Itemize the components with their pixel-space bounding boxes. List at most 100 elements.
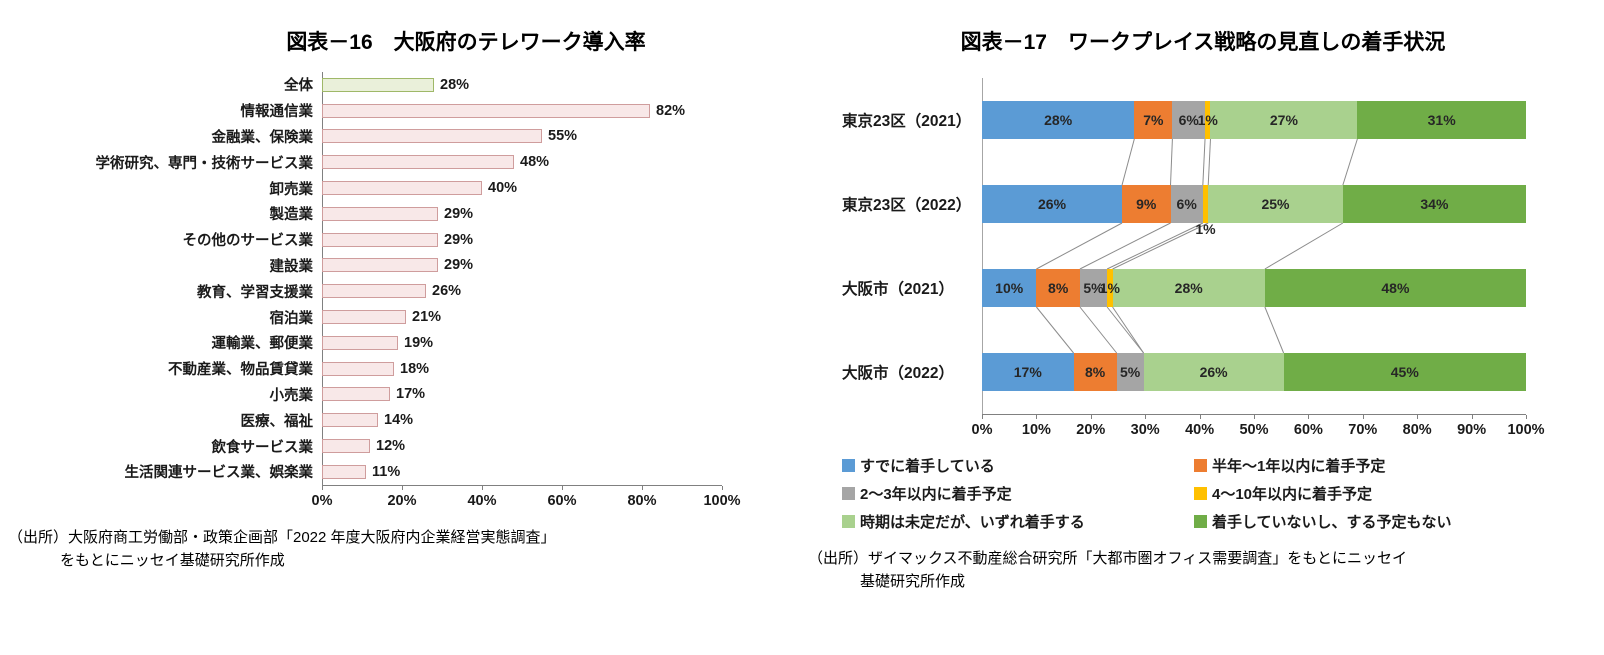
segment-value-label: 34% <box>1420 196 1449 212</box>
value-label: 29% <box>444 205 474 222</box>
tick-label: 20% <box>387 492 417 509</box>
bar-track: 14% <box>322 407 722 433</box>
legend-label: 時期は未定だが、いずれ着手する <box>860 513 1085 531</box>
telework-bar <box>322 129 542 144</box>
telework-bar <box>322 284 426 299</box>
bar-track: 17% <box>322 382 722 408</box>
bar-track: 12% <box>322 433 722 459</box>
tick-label: 70% <box>1348 422 1378 438</box>
y-axis-line <box>982 78 983 414</box>
legend-item: 2～3年以内に着手予定 <box>842 481 1194 505</box>
telework-bar <box>322 206 438 221</box>
value-label: 55% <box>548 128 578 145</box>
bar-track: 40% <box>322 175 722 201</box>
figure17-panel: 図表－17 ワークプレイス戦略の見直しの着手状況 東京23区（2021） 28% 7… <box>802 0 1604 655</box>
segment: 48% <box>1264 269 1526 307</box>
segment-value-label: 6% <box>1178 112 1199 128</box>
source-line-2: をもとにニッセイ基礎研究所作成 <box>60 552 285 569</box>
value-label: 19% <box>404 334 434 351</box>
telework-bar <box>322 439 370 454</box>
tick-mark <box>1417 415 1419 419</box>
tick-mark <box>482 485 483 490</box>
telework-row: その他のサービス業 29% <box>0 227 802 253</box>
segment: 27% <box>1210 101 1358 139</box>
telework-row: 運輸業、郵便業 19% <box>0 330 802 356</box>
tick-label: 40% <box>467 492 497 509</box>
telework-bar-chart: 全体 28% 情報通信業 82% 金融業、保険業 55% 学術研究、専門・技術サービス業 48… <box>0 72 802 485</box>
tick-mark <box>1526 415 1527 419</box>
category-label: 建設業 <box>269 258 314 275</box>
segment: 1% <box>1198 101 1218 139</box>
stacked-bar: 10% 8% 5% 1% 28% 48% <box>982 269 1526 307</box>
tick-mark <box>642 485 643 490</box>
category-label: 医療、福祉 <box>240 413 314 430</box>
tick-mark <box>1090 415 1092 419</box>
source-line-2: 基礎研究所作成 <box>860 573 966 591</box>
figure16-x-axis: 0% 20% 40% 60% 80% 100% <box>0 484 802 512</box>
category-label: 卸売業 <box>269 181 314 198</box>
tick-mark <box>562 485 563 490</box>
value-label: 21% <box>412 309 442 326</box>
bar-track: 26% <box>322 278 722 304</box>
segment: 7% <box>1134 101 1173 139</box>
bar-track: 55% <box>322 124 722 150</box>
telework-row: 教育、学習支援業 26% <box>0 278 802 304</box>
telework-row: 製造業 29% <box>0 201 802 227</box>
y-axis-line <box>322 72 323 485</box>
tick-mark <box>1308 415 1310 419</box>
segment-value-label: 5% <box>1083 280 1104 296</box>
legend-label: 着手していないし、する予定もない <box>1212 513 1452 531</box>
telework-bar <box>322 258 438 273</box>
figure17-source: （出所）ザイマックス不動産総合研究所「大都市圏オフィス需要調査」をもとにニッセイ… <box>808 547 1604 594</box>
category-label: その他のサービス業 <box>182 233 314 250</box>
segment: 9% <box>1122 185 1171 223</box>
legend-swatch <box>1194 514 1207 528</box>
telework-bar <box>322 232 438 247</box>
segment-value-label: 1% <box>1099 280 1120 296</box>
segment-value-label: 45% <box>1390 364 1419 380</box>
telework-row: 宿泊業 21% <box>0 304 802 330</box>
segment-value-label: 28% <box>1044 112 1073 128</box>
bar-track: 29% <box>322 253 722 279</box>
segment-value-label: 27% <box>1269 112 1298 128</box>
category-label: 不動産業、物品賃貸業 <box>168 362 313 379</box>
telework-row: 医療、福祉 14% <box>0 407 802 433</box>
segment-value-label: 6% <box>1176 196 1197 212</box>
telework-row: 情報通信業 82% <box>0 98 802 124</box>
figure16-panel: 図表－16 大阪府のテレワーク導入率 全体 28% 情報通信業 82% 金融業、保険業 5… <box>0 31 802 569</box>
category-label: 小売業 <box>269 387 314 404</box>
segment: 25% <box>1208 185 1343 223</box>
stacked-chart-area: 東京23区（2021） 28% 7% 6% 1% 27% 31% 東京23区（2022） 26%… <box>842 78 1604 533</box>
tick-label: 30% <box>1130 422 1160 438</box>
x-axis-track: 0% 10% 20% 30% 40% 50% 60% 70% 80% 90% 100% <box>972 414 1545 441</box>
telework-row: 小売業 17% <box>0 382 802 408</box>
stacked-row: 東京23区（2022） 26% 9% 6% 1% 25% 34% <box>842 162 1526 246</box>
telework-bar <box>322 413 378 428</box>
segment: 5% <box>1079 269 1108 307</box>
segment: 6% <box>1170 185 1203 223</box>
telework-bar <box>322 77 434 92</box>
category-label: 製造業 <box>269 207 314 224</box>
category-label: 全体 <box>284 78 313 95</box>
value-label: 29% <box>444 231 474 248</box>
legend-swatch <box>842 458 855 472</box>
category-label: 学術研究、専門・技術サービス業 <box>95 155 314 172</box>
value-label: 11% <box>372 463 401 480</box>
category-label: 教育、学習支援業 <box>197 284 313 301</box>
value-label: 40% <box>488 180 518 197</box>
tick-label: 40% <box>1185 422 1215 438</box>
figure17-title: 図表－17 ワークプレイス戦略の見直しの着手状況 <box>960 31 1446 54</box>
tick-mark <box>1471 415 1473 419</box>
value-label: 26% <box>432 283 462 300</box>
segment-value-label: 10% <box>995 280 1024 296</box>
bar-track: 21% <box>322 304 722 330</box>
segment-value-label: 8% <box>1084 364 1106 380</box>
stacked-bar: 26% 9% 6% 1% 25% 34% <box>982 185 1526 237</box>
x-axis-track: 0% 20% 40% 60% 80% 100% <box>312 484 741 512</box>
segment-value-label: 25% <box>1261 196 1290 212</box>
tick-label: 60% <box>1293 422 1323 438</box>
segment: 34% <box>1342 185 1526 223</box>
axis-spacer <box>842 414 982 441</box>
stacked-bar: 17% 8% 5% 26% 45% <box>982 353 1526 391</box>
legend-item: 4～10年以内に着手予定 <box>1194 481 1546 505</box>
